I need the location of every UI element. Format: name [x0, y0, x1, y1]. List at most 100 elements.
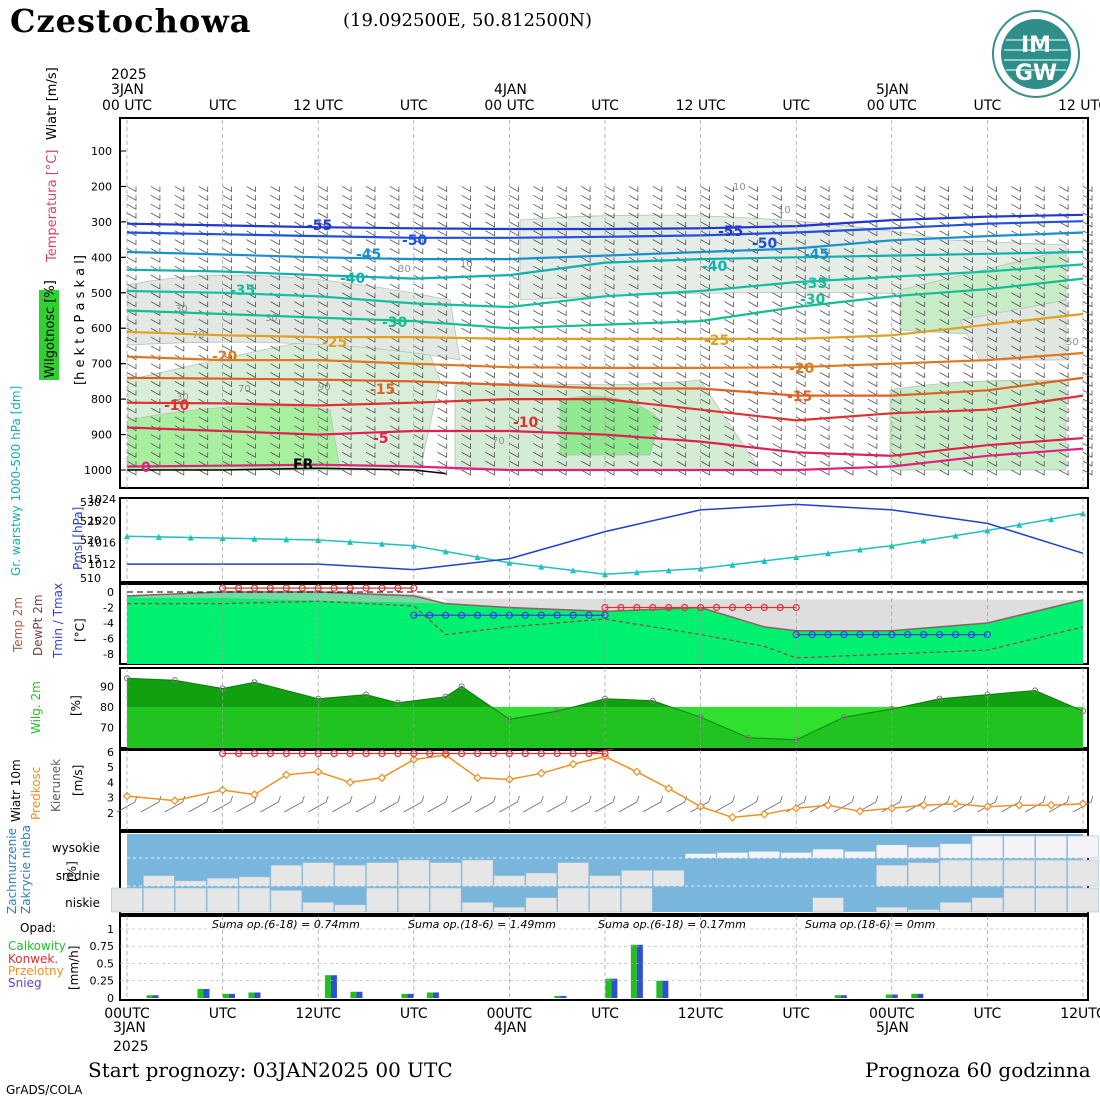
wind-barb — [987, 212, 997, 219]
wind-barb — [915, 443, 926, 450]
wind-barb — [533, 327, 543, 334]
wind-barb — [365, 389, 376, 396]
wind-barb — [246, 248, 256, 255]
wind-barb — [246, 425, 256, 432]
wind-barb — [1082, 372, 1093, 379]
wind-barb — [1035, 336, 1045, 343]
wind-barb — [1082, 425, 1093, 432]
wind-barb — [294, 407, 304, 414]
wind-barb — [389, 203, 400, 210]
wind-barb — [557, 230, 567, 237]
wind-barb — [748, 265, 758, 272]
wind-barb — [676, 292, 687, 299]
precip-snow-bar — [917, 993, 924, 998]
wind-barb — [580, 212, 591, 219]
wind-barb — [939, 363, 949, 370]
wind-barb — [365, 194, 376, 201]
precip-total-bar — [885, 994, 892, 998]
wind-barb — [939, 319, 949, 326]
wind-barb — [413, 336, 424, 343]
wind-barb — [796, 451, 806, 458]
wind-barb — [604, 451, 615, 458]
wind-barb — [987, 425, 997, 432]
panel-wind — [119, 749, 1089, 831]
wind-barb — [700, 292, 710, 299]
wind-barb — [1011, 265, 1021, 272]
logo-text-top: IM — [1021, 33, 1051, 58]
wind-barb — [963, 363, 973, 370]
wind-barb — [796, 398, 806, 405]
wind-barb — [843, 319, 854, 326]
wind-barb — [174, 194, 185, 201]
wind-barb — [772, 443, 782, 450]
wind-barb — [126, 292, 137, 299]
tmax-marker — [394, 584, 402, 592]
tmin-marker — [840, 631, 848, 639]
precip-total-bar — [197, 989, 204, 998]
wind-barb — [748, 354, 758, 361]
wind-barb — [150, 389, 161, 396]
wind-barb — [485, 265, 495, 272]
top-time-label: UTC — [974, 98, 1002, 114]
precip-total-bar — [630, 944, 637, 998]
wind-barb — [341, 425, 352, 432]
wind-barb — [533, 239, 543, 246]
wind-barb — [437, 239, 448, 246]
wind-barb — [1035, 292, 1045, 299]
pressure-tick-label: 200 — [91, 180, 112, 193]
wind-barb — [580, 301, 591, 308]
wind-barb — [604, 274, 615, 281]
wind-barb — [365, 310, 376, 317]
label-thickness: Gr. warstwy 1000-500 hPa [dm] — [9, 386, 23, 576]
wind-barb — [580, 416, 591, 423]
isotherm-label: -30 — [382, 315, 408, 331]
wind-barb — [1082, 221, 1093, 228]
wind-barb — [1058, 407, 1069, 414]
wind-barb — [389, 186, 400, 193]
freezing-level-line — [127, 467, 446, 475]
wind-barb — [652, 203, 663, 210]
thickness-marker — [155, 533, 162, 540]
wind-barb — [341, 301, 352, 308]
precip-tick: 1 — [107, 923, 114, 936]
label-wind-direction: Kierunek — [49, 759, 63, 812]
precip-tick: 0 — [107, 992, 114, 1005]
wind-barb — [174, 336, 185, 343]
tmax-marker — [282, 584, 290, 592]
wind-barb — [341, 283, 352, 290]
wind-barb — [126, 434, 137, 441]
wind-barb — [843, 443, 854, 450]
wind-barb — [580, 389, 591, 396]
wind-barb — [246, 381, 256, 388]
rh-marker — [442, 693, 449, 700]
wind-barb — [341, 434, 352, 441]
cloud-niskie-bar — [493, 906, 526, 913]
wind-barb — [724, 292, 734, 299]
isotherm-label: -25 — [704, 333, 729, 349]
wind-direction-barb — [977, 795, 998, 813]
wind-barb — [294, 248, 304, 255]
wind-barb — [365, 407, 376, 414]
label-precip-snow: Snieg — [8, 976, 42, 990]
wind-barb — [533, 248, 543, 255]
station-coordinates: (19.092500E, 50.812500N) — [343, 10, 593, 31]
wind-barb — [676, 460, 687, 467]
temp-panel-labels: Temp 2m DewPt 2m Tmin / Tmax [°C] — [11, 583, 87, 659]
thickness-tick: 515 — [80, 553, 101, 566]
wind-barb — [867, 416, 878, 423]
wind-barb — [1035, 416, 1045, 423]
wind-barb — [413, 186, 424, 193]
wind-barb — [963, 256, 973, 264]
wind-barb — [365, 451, 376, 458]
wind-barb — [867, 443, 878, 450]
wind-barb — [724, 301, 734, 308]
wind-barb — [891, 443, 902, 450]
label-temperature-upper: Temperatura [°C] — [45, 150, 60, 263]
humidity-shade-8 — [959, 299, 1067, 361]
wind-barb — [557, 354, 567, 361]
wind-barb — [294, 239, 304, 246]
wind-barb — [198, 451, 209, 458]
precip-panel-labels: Opad: Calkowity Konwek. Przelotny Snieg … — [8, 918, 935, 990]
wind-barb — [198, 434, 209, 441]
cloud-srednie-bar — [238, 876, 271, 887]
